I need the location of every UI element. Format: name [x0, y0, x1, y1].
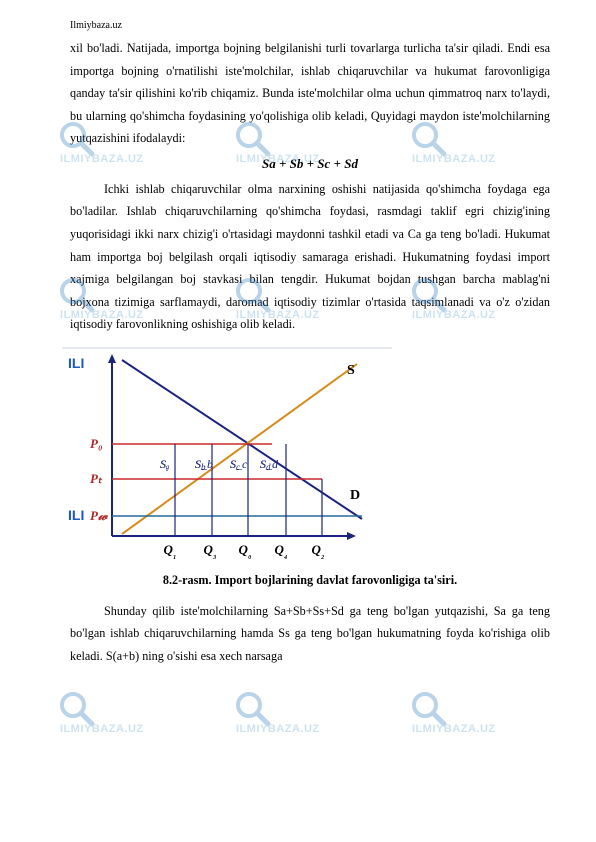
svg-text:Q₂: Q₂ [312, 542, 325, 559]
import-tariff-chart: P₀PₜP𝓌SₐS_bS_cS_dSₐSbScSdQ₁Q₃Q₀Q₄Q₂SDILI… [62, 344, 392, 559]
svg-text:ILMIYBAZA.UZ: ILMIYBAZA.UZ [60, 723, 144, 734]
svg-text:Pₜ: Pₜ [90, 471, 103, 486]
site-header: Ilmiybaza.uz [70, 20, 550, 31]
svg-text:P₀: P₀ [90, 436, 102, 451]
watermark: ILMIYBAZA.UZ [234, 690, 360, 734]
svg-text:ILI: ILI [68, 507, 84, 523]
svg-text:Q₄: Q₄ [275, 542, 288, 559]
paragraph-2: Ichki ishlab chiqaruvchilar olma narxini… [70, 178, 550, 336]
watermark: ILMIYBAZA.UZ [410, 690, 536, 734]
watermark: ILMIYBAZA.UZ [58, 690, 184, 734]
svg-text:Q₁: Q₁ [164, 542, 177, 559]
svg-text:P𝓌: P𝓌 [90, 508, 108, 523]
svg-text:Q₀: Q₀ [239, 542, 252, 559]
svg-text:ILMIYBAZA.UZ: ILMIYBAZA.UZ [236, 723, 320, 734]
svg-text:Q₃: Q₃ [204, 542, 217, 559]
svg-text:ILMIYBAZA.UZ: ILMIYBAZA.UZ [412, 723, 496, 734]
svg-text:D: D [350, 488, 360, 503]
svg-text:S: S [347, 363, 355, 378]
figure-caption: 8.2-rasm. Import bojlarining davlat faro… [70, 573, 550, 588]
svg-text:ILI: ILI [68, 355, 84, 371]
formula: Sa + Sb + Sc + Sd [70, 156, 550, 172]
paragraph-3: Shunday qilib iste'molchilarning Sa+Sb+S… [70, 600, 550, 668]
paragraph-1: xil bo'ladi. Natijada, importga bojning … [70, 37, 550, 150]
